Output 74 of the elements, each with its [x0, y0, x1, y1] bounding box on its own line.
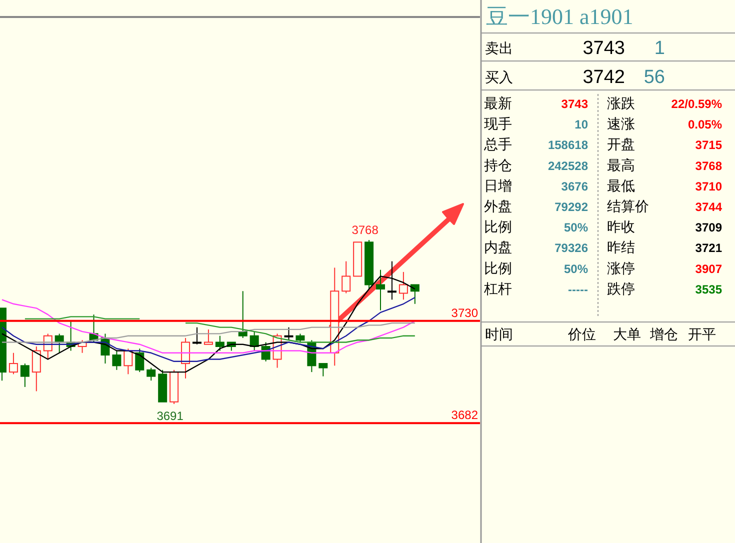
text: 涨停 [607, 260, 635, 276]
text: 增仓 [649, 326, 678, 342]
text: 3768 [695, 158, 722, 173]
annotation: 3768 [352, 223, 379, 237]
text: 持仓 [484, 156, 512, 173]
candlestick [318, 363, 328, 377]
ref-line-label: 3730 [451, 306, 478, 320]
text: 3709 [695, 220, 722, 235]
text: 速涨 [607, 116, 635, 132]
text: 外盘 [484, 198, 512, 214]
candlestick [342, 260, 351, 294]
text: 跌停 [607, 280, 635, 296]
text: 开平 [688, 326, 716, 342]
text: 22/0.59% [671, 97, 722, 111]
text: 0.05% [688, 118, 722, 132]
text: 价位 [567, 326, 596, 342]
text: 内盘 [484, 239, 512, 256]
ref-line-label: 3682 [451, 408, 478, 422]
text: 现手 [484, 116, 512, 132]
text: 242528 [548, 158, 588, 173]
text: 最高 [607, 156, 635, 173]
text: ----- [568, 282, 588, 296]
candlestick [146, 367, 156, 382]
candlestick [215, 335, 224, 352]
candlestick [238, 290, 248, 338]
candlestick [32, 346, 41, 392]
text: 56 [644, 67, 665, 88]
text: 158618 [548, 138, 588, 152]
candlestick [204, 328, 213, 345]
candlestick [181, 337, 190, 379]
text: 结算价 [607, 198, 649, 214]
text: 昨收 [607, 218, 635, 235]
text: 豆一1901 a1901 [486, 4, 634, 29]
text: 50% [564, 262, 588, 276]
candlestick [376, 269, 386, 311]
text: 3742 [582, 67, 625, 88]
candlestick [112, 350, 122, 370]
text: 1 [654, 38, 665, 59]
text: 比例 [484, 260, 512, 276]
text: 杠杆 [483, 280, 512, 296]
candlestick [410, 284, 420, 304]
text: 79292 [554, 200, 588, 214]
text: 涨跌 [607, 95, 635, 111]
text: 3743 [582, 38, 625, 59]
candlestick [284, 326, 294, 341]
text: 3743 [561, 97, 588, 111]
text: 总手 [483, 136, 512, 152]
text: 3744 [695, 200, 722, 214]
candlestick [124, 348, 133, 375]
annotation: 3691 [156, 409, 184, 423]
text: 最新 [484, 95, 512, 111]
candlestick [192, 326, 202, 345]
text: 10 [574, 118, 588, 132]
text: 卖出 [485, 40, 513, 56]
text: 买入 [485, 69, 513, 85]
text: 开盘 [607, 136, 635, 152]
text: 昨结 [607, 239, 635, 256]
candlestick [398, 271, 408, 300]
candlestick [20, 363, 30, 388]
text: 3907 [695, 262, 722, 276]
text: 时间 [485, 326, 513, 342]
text: 比例 [484, 218, 512, 235]
candlestick [8, 352, 18, 375]
text: 3535 [695, 282, 722, 296]
text: 3710 [695, 179, 722, 194]
text: 大单 [613, 326, 641, 342]
text: 79326 [554, 241, 588, 256]
text: 最低 [607, 177, 635, 194]
text: 3715 [695, 138, 722, 152]
candlestick [135, 348, 144, 373]
text: 50% [564, 220, 588, 235]
text: 日增 [484, 177, 512, 194]
text: 3721 [695, 241, 722, 256]
text: 3676 [561, 179, 588, 194]
